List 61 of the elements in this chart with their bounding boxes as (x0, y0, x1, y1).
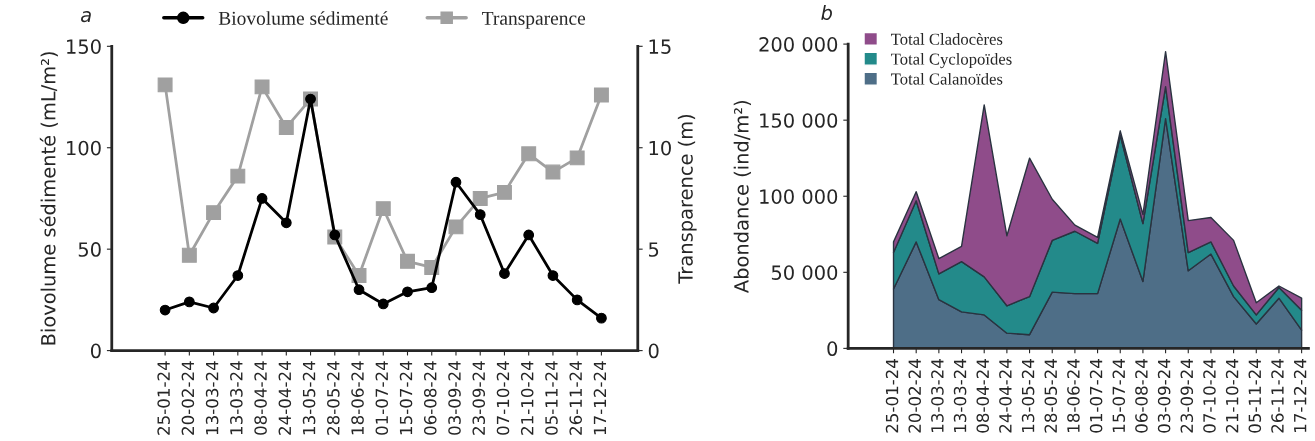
x-tick-label: 13-03-24 (953, 359, 967, 432)
x-tick-label: 05-11-24 (1248, 359, 1262, 433)
x-tick-label: 20-02-24 (908, 359, 922, 433)
y2-tick-label: 10 (649, 140, 671, 156)
x-tick-label: 17-12-24 (593, 361, 607, 435)
x-tick-label: 13-05-24 (1021, 359, 1035, 432)
x-tick-label: 07-10-24 (1203, 359, 1216, 433)
x-tick-label: 07-10-24 (496, 361, 510, 435)
x-tick-label: 01-07-24 (1089, 359, 1103, 433)
y-tick-label: 100 000 (760, 189, 838, 204)
y-tick-label: 50 000 (771, 265, 838, 280)
x-tick-label: 23-09-24 (472, 361, 486, 435)
x-tick-label: 21-10-24 (520, 361, 534, 435)
x-tick-label: 25-01-24 (157, 361, 170, 435)
y2-axis-title: Transparence (m) (677, 114, 697, 284)
x-tick-label: 20-02-24 (181, 361, 195, 435)
x-tick-label: 13-03-24 (931, 359, 944, 432)
x-tick-label: 05-11-24 (545, 361, 558, 435)
x-tick-label: 08-04-24 (254, 361, 267, 435)
legend-label: Total Calanoïdes (891, 72, 1003, 85)
x-tick-label: 26-11-24 (569, 361, 583, 435)
y-tick-label: 50 (78, 242, 101, 257)
x-tick-label: 06-08-24 (1135, 359, 1148, 433)
x-tick-label: 13-03-24 (205, 361, 219, 435)
y2-tick-label: 0 (648, 343, 659, 359)
x-tick-label: 03-09-24 (1157, 359, 1171, 433)
y-tick-label: 100 (67, 140, 101, 156)
y-axis-title: Biovolume sédimenté (mL/m²) (39, 52, 58, 345)
x-tick-label: 25-01-24 (885, 359, 899, 433)
x-tick-label: 13-03-24 (230, 361, 243, 435)
x-tick-label: 28-05-24 (1044, 359, 1058, 433)
x-tick-label: 03-09-24 (448, 361, 461, 435)
y-tick-label: 0 (90, 343, 101, 359)
x-tick-label: 06-08-24 (423, 361, 437, 435)
y-axis-title: Abondance (ind/m²) (733, 101, 752, 293)
legend-label: Total Cyclopoïdes (891, 52, 1012, 69)
x-tick-label: 15-07-24 (399, 361, 413, 435)
x-tick-label: 18-06-24 (351, 361, 364, 435)
x-tick-label: 17-12-24 (1293, 359, 1307, 432)
y-tick-label: 150 (67, 39, 101, 54)
x-tick-label: 15-07-24 (1112, 359, 1126, 432)
y2-tick-label: 15 (649, 39, 671, 54)
x-tick-label: 26-11-24 (1271, 359, 1284, 433)
y-tick-label: 200 000 (759, 37, 838, 52)
text: b (821, 4, 832, 21)
x-tick-label: 21-10-24 (1225, 359, 1239, 433)
x-tick-label: 28-05-24 (327, 361, 340, 435)
y2-tick-label: 5 (649, 242, 659, 257)
legend-label: Transparence (482, 11, 586, 29)
y-tick-label: 0 (827, 341, 838, 357)
y-tick-label: 150 000 (760, 113, 838, 128)
text: a (81, 11, 91, 23)
x-tick-label: 08-04-24 (976, 359, 990, 433)
x-tick-label: 01-07-24 (375, 361, 389, 435)
legend-label: Total Cladocères (891, 33, 1003, 45)
x-tick-label: 13-05-24 (302, 361, 316, 435)
legend-label: Biovolume sédimenté (218, 11, 388, 25)
x-tick-label: 24-04-24 (999, 359, 1012, 433)
x-tick-label: 24-04-24 (278, 361, 292, 435)
x-tick-label: 23-09-24 (1180, 359, 1194, 433)
x-tick-label: 18-06-24 (1067, 359, 1080, 432)
